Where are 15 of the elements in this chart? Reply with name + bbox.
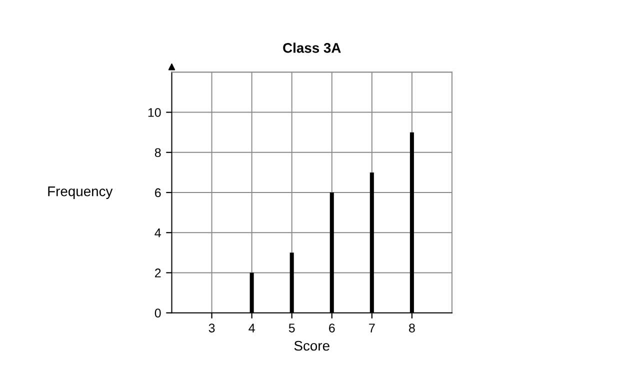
- x-tick-label: 7: [369, 324, 375, 332]
- x-axis-title: Score: [294, 340, 330, 351]
- y-tick-label: 10: [148, 108, 161, 117]
- x-tick-label: 3: [208, 324, 215, 332]
- y-tick-label: 4: [154, 228, 161, 238]
- y-tick-label: 8: [154, 148, 161, 158]
- y-tick-label: 0: [154, 308, 161, 318]
- x-tick-label: 6: [329, 324, 335, 332]
- y-tick-label: 2: [155, 268, 161, 278]
- x-tick-label: 4: [248, 324, 255, 332]
- x-tick-label: 5: [288, 324, 295, 332]
- y-axis-title: Frequency: [48, 186, 113, 199]
- y-tick-label: 6: [155, 188, 161, 198]
- x-tick-label: 8: [409, 324, 415, 332]
- chart-title: Class 3A: [283, 42, 341, 53]
